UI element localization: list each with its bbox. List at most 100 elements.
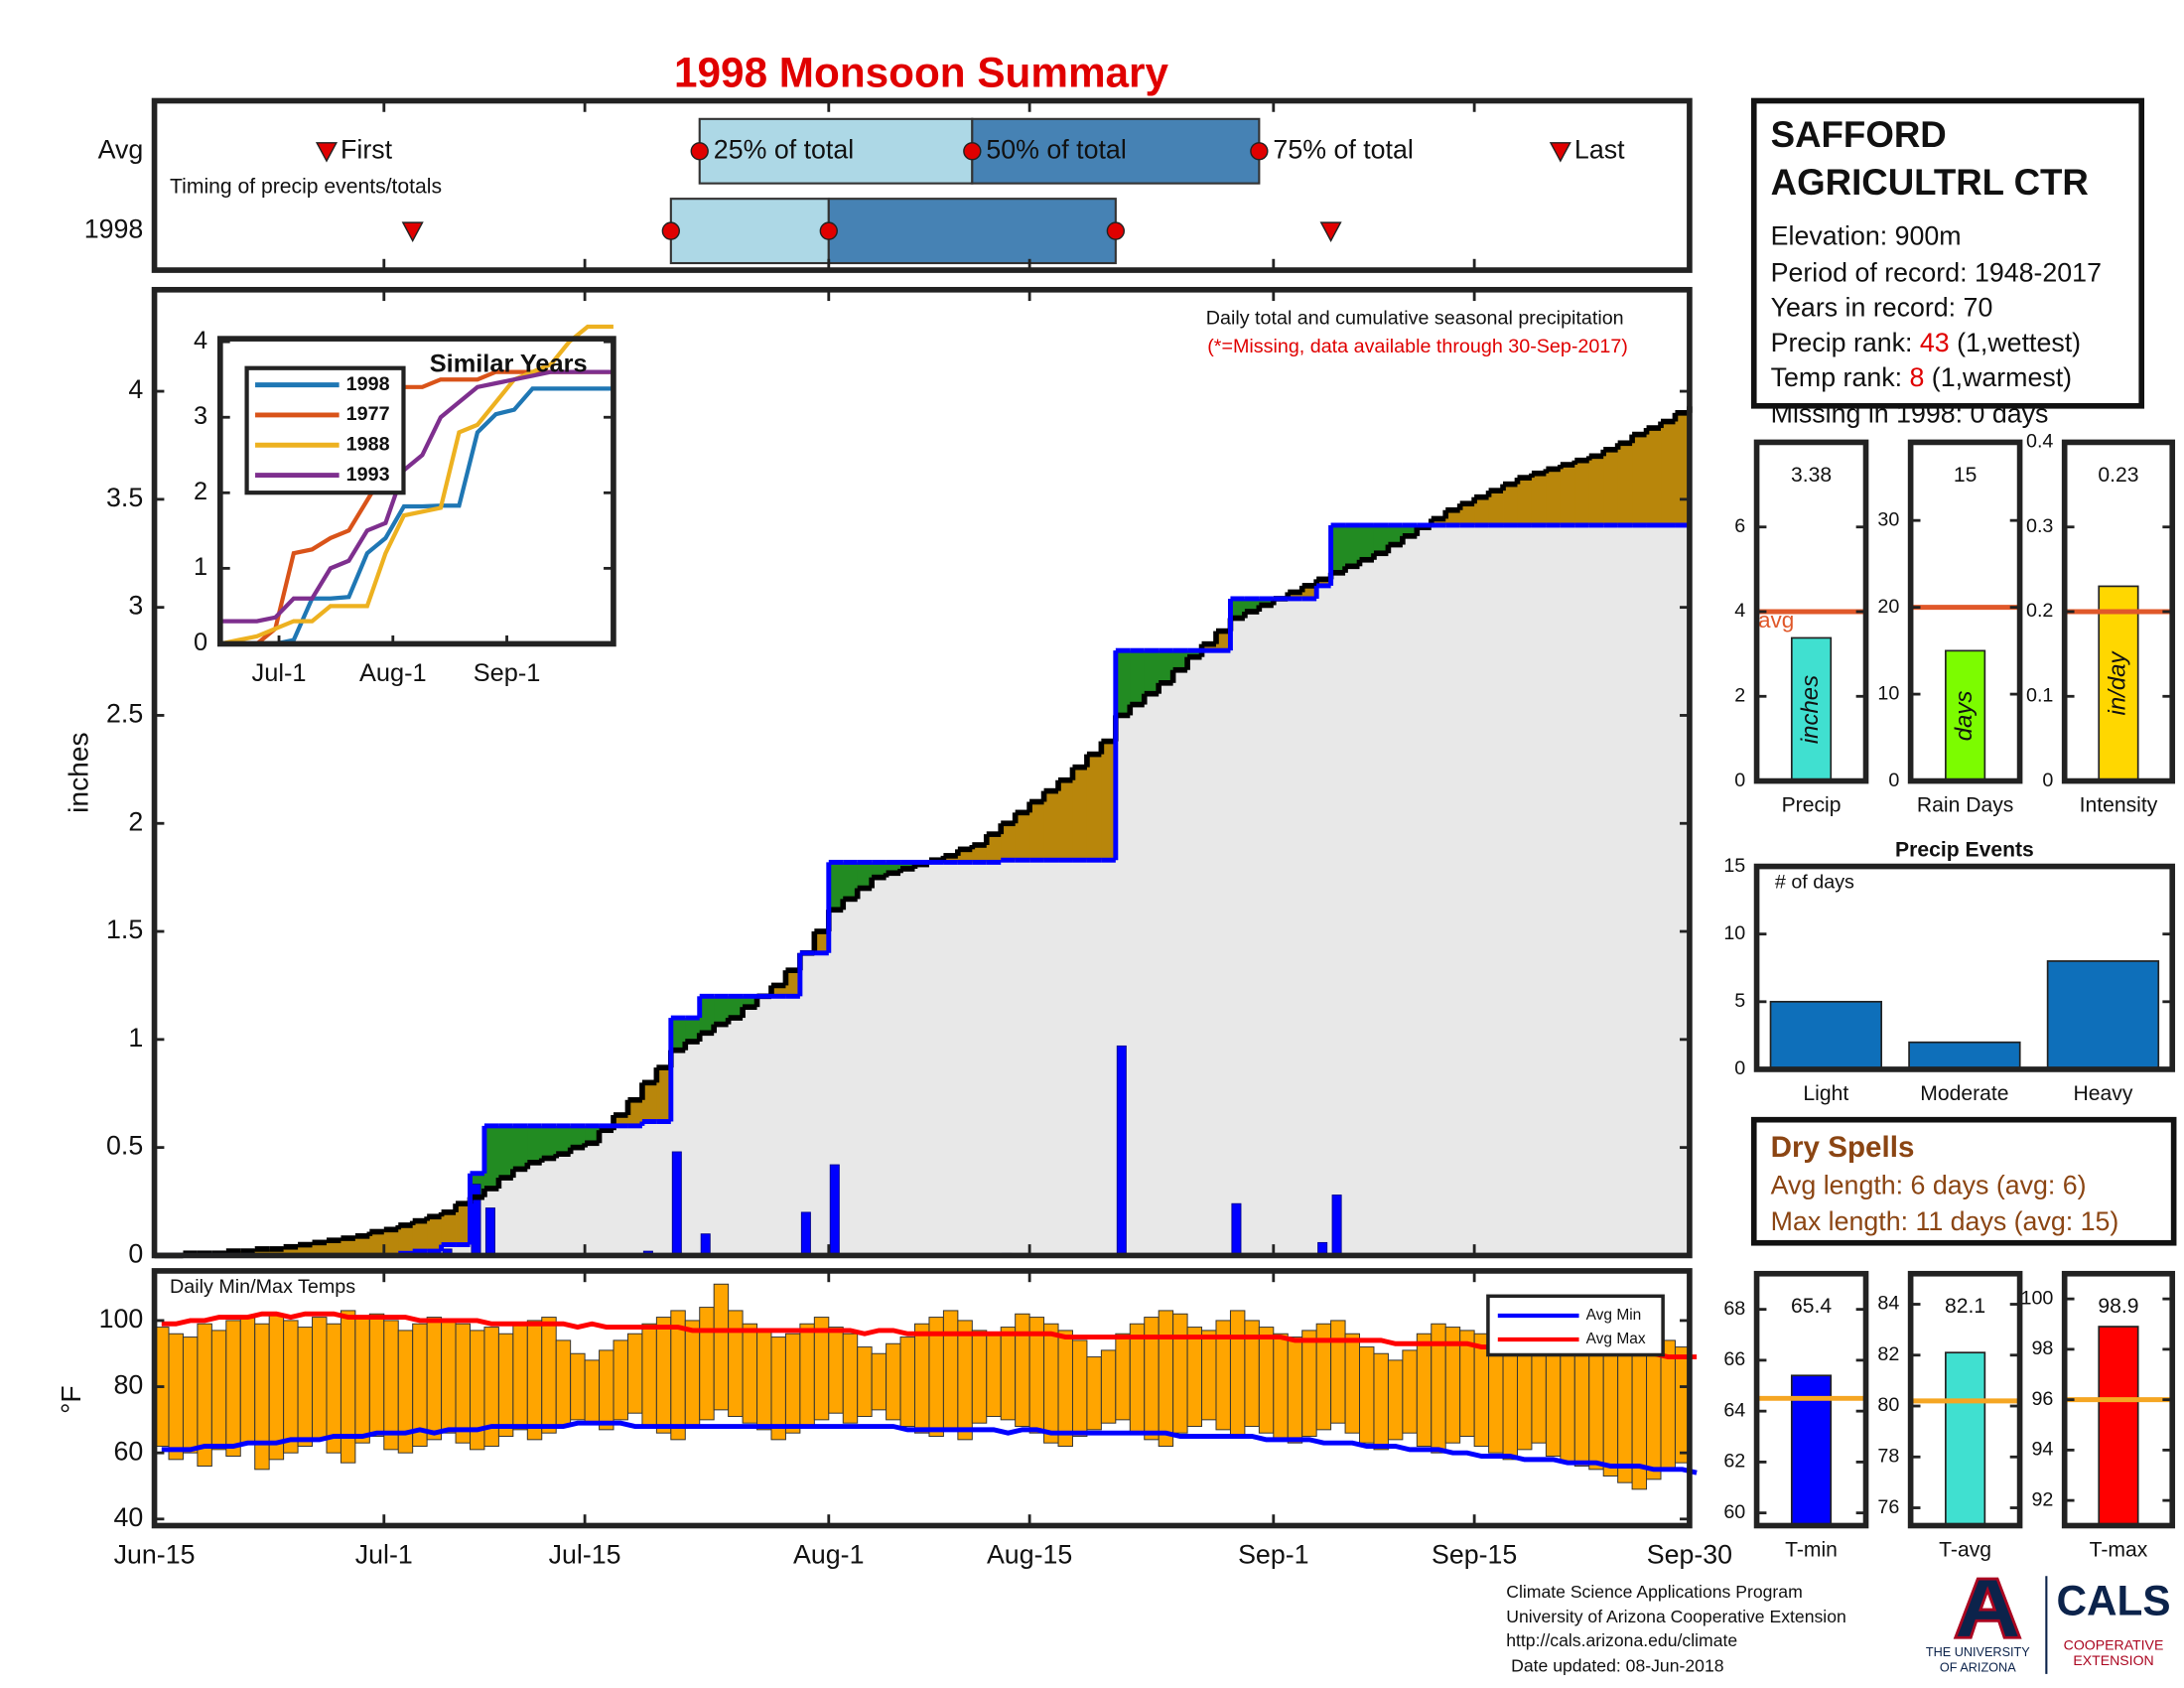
y-tick-label: 100 [99,1304,144,1334]
category-label: Moderate [1920,1082,2008,1105]
y-tick-label: 60 [1723,1501,1745,1523]
y-tick-label: 84 [1877,1293,1899,1315]
logo: THE UNIVERSITY OF ARIZONA CALS COOPERATI… [1926,1576,2171,1675]
legend-label: Avg Min [1586,1307,1642,1324]
x-tick-label: Sep-30 [1647,1540,1732,1570]
total-marker [963,142,982,161]
base-area [1445,524,1461,1256]
y-tick-label: 3.5 [106,483,143,512]
base-area [699,1033,715,1256]
legend-label: 1977 [346,403,390,425]
base-area [599,1130,614,1256]
y-axis-label: °F [55,1385,86,1414]
total-marker [661,221,680,240]
base-area [914,864,930,1256]
unit-label: days [1951,691,1978,742]
daily-bar [800,1211,811,1256]
temp-range-bar [742,1323,758,1424]
y-tick-label: 0 [1888,770,1899,791]
temp-range-bar [1344,1333,1361,1434]
y-tick-label: 2 [194,478,207,505]
panel-frame [2061,1270,2176,1529]
temp-range-bar [1560,1339,1575,1464]
base-area [928,862,944,1256]
temp-range-bar [1071,1339,1088,1438]
y-tick-label: 10 [1877,682,1899,704]
deficit-area [1632,434,1647,525]
temp-range-bar [210,1330,227,1451]
inset-title: Similar Years [430,351,588,378]
surplus-area [1373,524,1389,554]
y-tick-label: 0 [194,629,207,656]
temp-range-bar [957,1320,973,1441]
legend-label: Avg Max [1586,1331,1646,1347]
y-tick-label: 30 [1877,508,1899,530]
value-label: 98.9 [2098,1295,2138,1318]
base-area [1230,618,1246,1256]
deficit-area [614,1114,628,1126]
similar-year-line [219,324,614,646]
deficit-area [398,1224,414,1254]
y-tick-label: 94 [2031,1439,2053,1461]
rank-note: (1,wettest) [1950,328,2081,357]
bar [2046,960,2160,1070]
temp-range-bar [756,1330,772,1431]
legend-label: 1988 [346,433,390,455]
temp-range-bar [1373,1352,1389,1451]
deficit-area [656,1067,672,1122]
surplus-area [556,1125,572,1155]
y-tick-label: 15 [1723,855,1745,877]
panel-frame [151,1268,1693,1529]
base-area [843,899,859,1256]
y-tick-label: 6 [1734,515,1745,537]
deficit-area [1560,465,1575,525]
base-area [1244,612,1260,1256]
y-tick-label: 64 [1723,1399,1745,1421]
y-tick-label: 100 [2021,1287,2054,1309]
temp-range-bar [340,1310,356,1464]
dry-spells: Dry Spells Avg length: 6 days (avg: 6) M… [1750,1116,2177,1246]
base-area [1417,527,1433,1256]
category-label: Intensity [2080,794,2158,817]
y-tick-label: 4 [128,374,143,404]
deficit-area [1316,579,1332,586]
temp-range-bar [239,1317,256,1444]
base-area [541,1158,557,1256]
base-area [1015,860,1030,1256]
x-tick-label: Sep-1 [474,659,541,687]
base-area [1316,585,1332,1256]
logo-extension: COOPERATIVE [2064,1636,2164,1652]
base-area [1288,598,1303,1256]
base-area [1373,553,1389,1256]
base-area [943,862,959,1256]
quartile-box [698,117,974,185]
base-area [886,873,901,1256]
temp-range-bar [1488,1342,1504,1454]
event-marker [1319,221,1342,242]
base-area [1144,693,1160,1256]
deficit-area [785,970,801,997]
temp-range-bar [728,1310,744,1418]
deficit-area [1675,412,1691,525]
temp-range-bar [326,1323,341,1454]
temp-range-bar [613,1339,628,1421]
deficit-area [369,1231,385,1256]
deficit-area [441,1211,457,1245]
y-tick-label: 80 [1877,1394,1899,1416]
base-area [857,888,873,1256]
event-marker [401,221,424,242]
base-area [1488,524,1504,1256]
base-area [1603,524,1619,1256]
y-tick-label: 4 [1734,600,1745,622]
daily-bar [671,1151,682,1256]
base-area [1661,524,1676,1256]
temp-range-bar [441,1320,457,1434]
temp-range-bar [828,1327,844,1414]
temp-range-bar [368,1313,385,1438]
base-area [1043,860,1059,1256]
y-tick-label: 3 [128,591,143,621]
temp-range-bar [713,1283,730,1411]
surplus-area [685,1018,701,1043]
base-area [614,1125,628,1256]
y-tick-label: 98 [2031,1337,2053,1359]
